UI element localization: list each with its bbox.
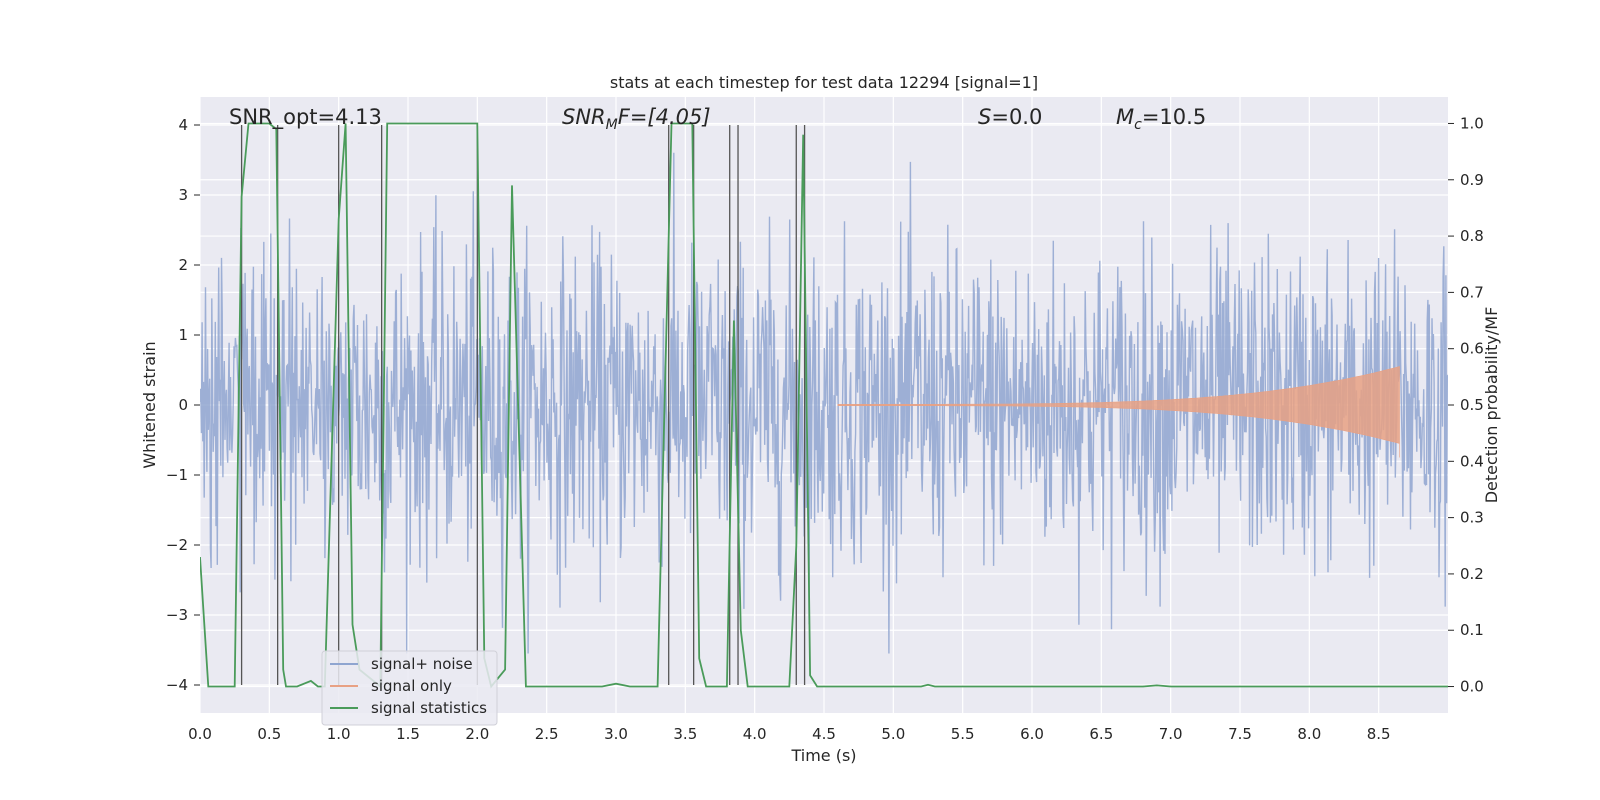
x-tick-label: 5.5: [951, 725, 975, 743]
y-right-tick-label: 0.3: [1460, 509, 1484, 527]
y-left-tick-label: 3: [178, 186, 188, 204]
y-left-tick-label: −1: [166, 466, 188, 484]
x-tick-label: 8.0: [1297, 725, 1321, 743]
y-left-tick-label: −4: [166, 676, 188, 694]
legend-label-signal-noise: signal+ noise: [371, 655, 473, 673]
signal-only-series: [837, 366, 1400, 458]
y-right-tick-label: 1.0: [1460, 114, 1484, 132]
x-tick-label: 4.0: [743, 725, 767, 743]
x-tick-label: 3.0: [604, 725, 628, 743]
x-tick-label: 7.0: [1159, 725, 1183, 743]
y-right-tick-label: 0.8: [1460, 227, 1484, 245]
y-left-tick-label: 0: [178, 396, 188, 414]
y-right-tick-label: 0.6: [1460, 340, 1484, 358]
legend-label-signal-statistics: signal statistics: [371, 699, 487, 717]
signal-statistics-series: [200, 122, 1448, 689]
y-left-tick-label: 2: [178, 256, 188, 274]
x-tick-label: 6.5: [1089, 725, 1113, 743]
y-right-tick-label: 0.5: [1460, 396, 1484, 414]
x-tick-label: 6.0: [1020, 725, 1044, 743]
x-tick-label: 1.0: [327, 725, 351, 743]
y-left-axis-ticks: −4 −3 −2 −1 0 1 2 3 4: [166, 116, 200, 694]
x-tick-label: 8.5: [1367, 725, 1391, 743]
x-tick-label: 7.5: [1228, 725, 1252, 743]
y-right-tick-label: 0.2: [1460, 565, 1484, 583]
annotation-snr-opt: SNR_opt=4.13: [229, 105, 382, 130]
annotation-snr-mf: SNRMF=[4.05]: [562, 105, 711, 133]
x-tick-label: 0.0: [188, 725, 212, 743]
x-tick-label: 2.0: [465, 725, 489, 743]
x-tick-label: 5.0: [881, 725, 905, 743]
y-right-tick-label: 0.1: [1460, 621, 1484, 639]
y-left-tick-label: 4: [178, 116, 188, 134]
signal-noise-series: [200, 152, 1448, 654]
y-left-tick-label: −3: [166, 606, 188, 624]
y-right-tick-label: 0.9: [1460, 171, 1484, 189]
y-right-axis-ticks: 0.0 0.1 0.2 0.3 0.4 0.5 0.6 0.7 0.8 0.9 1.0: [1448, 114, 1484, 696]
x-tick-label: 2.5: [535, 725, 559, 743]
y-right-tick-label: 0.0: [1460, 678, 1484, 696]
x-tick-label: 1.5: [396, 725, 420, 743]
legend-box: [321, 650, 498, 726]
legend-label-signal-only: signal only: [371, 677, 452, 695]
x-tick-label: 0.5: [257, 725, 281, 743]
y-right-axis-label: Detection probability/MF: [1482, 307, 1501, 504]
x-tick-label: 3.5: [673, 725, 697, 743]
y-left-tick-label: −2: [166, 536, 188, 554]
x-axis-ticks: 0.0 0.5 1.0 1.5 2.0 2.5 3.0 3.5 4.0 4.5 5.0 5.5 6.0 6…: [188, 725, 1391, 743]
x-tick-label: 4.5: [812, 725, 836, 743]
annotation-s: S=0.0: [978, 105, 1042, 129]
chart-title: stats at each timestep for test data 122…: [610, 73, 1038, 92]
annotation-chirp-mass: Mc=10.5: [1116, 105, 1206, 133]
legend: signal+ noise signal only signal statist…: [321, 650, 498, 726]
y-right-tick-label: 0.7: [1460, 283, 1484, 301]
y-left-tick-label: 1: [178, 326, 188, 344]
y-right-tick-label: 0.4: [1460, 452, 1484, 470]
y-left-axis-label: Whitened strain: [140, 341, 159, 468]
x-axis-label: Time (s): [790, 746, 856, 765]
